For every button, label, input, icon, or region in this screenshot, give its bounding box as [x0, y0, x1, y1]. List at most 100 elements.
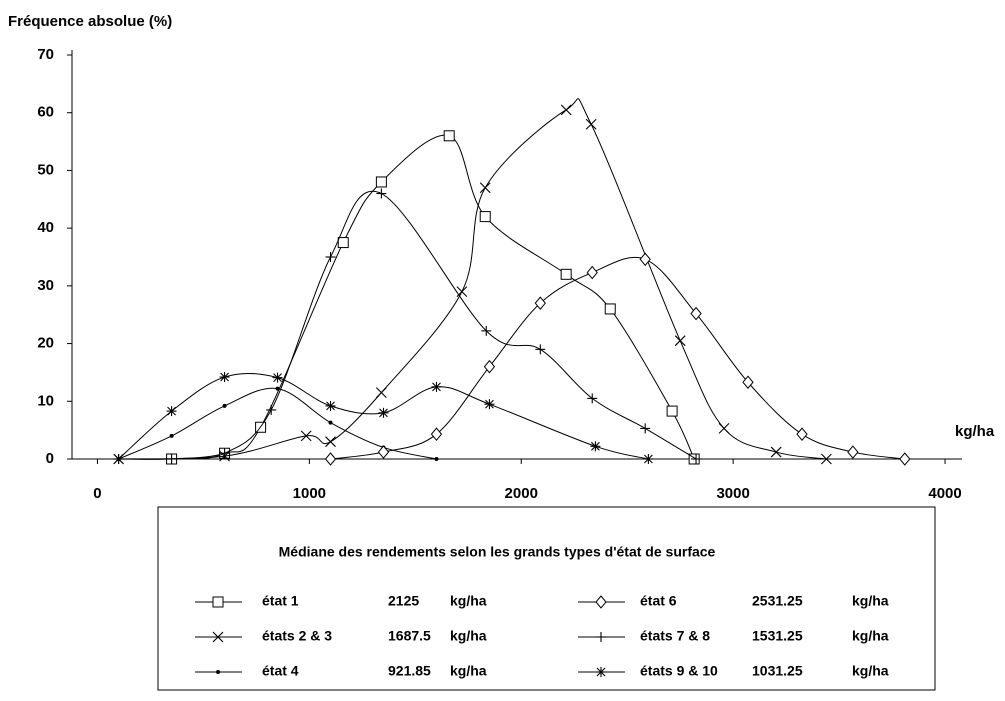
- series-line: [171, 134, 695, 460]
- marker-stroke: [375, 387, 387, 399]
- marker: [596, 632, 606, 642]
- series-line: [118, 387, 437, 460]
- x-tick-label: 0: [93, 485, 101, 502]
- marker: [590, 441, 601, 452]
- marker-shape: [483, 359, 496, 374]
- legend-name: état 6: [640, 593, 677, 609]
- marker-shape: [212, 596, 224, 608]
- legend-unit: kg/ha: [450, 628, 487, 644]
- x-tick-label: 1000: [293, 485, 326, 502]
- marker: [169, 433, 174, 438]
- marker-shape: [430, 427, 443, 441]
- marker: [596, 667, 606, 677]
- legend-median: 1687.5: [388, 628, 431, 644]
- marker-stroke: [273, 373, 282, 383]
- marker: [643, 454, 654, 464]
- marker: [212, 631, 224, 643]
- y-tick-label: 0: [46, 450, 54, 467]
- marker-shape: [479, 211, 491, 223]
- marker-stroke: [479, 182, 491, 194]
- marker: [560, 104, 572, 116]
- marker: [639, 252, 651, 267]
- marker-stroke: [114, 454, 124, 464]
- marker: [718, 423, 730, 434]
- y-axis-label: Fréquence absolue (%): [8, 13, 172, 30]
- marker-stroke: [220, 372, 229, 382]
- x-tick-label: 3000: [716, 485, 749, 502]
- legend-unit: kg/ha: [852, 593, 889, 609]
- marker: [325, 436, 336, 448]
- marker: [483, 359, 496, 374]
- marker: [604, 303, 616, 315]
- marker: [481, 325, 492, 336]
- x-axis-label: kg/ha: [955, 423, 995, 440]
- marker: [166, 454, 177, 464]
- legend-name: état 4: [262, 663, 299, 679]
- y-tick-label: 40: [37, 219, 54, 236]
- marker-shape: [560, 268, 572, 280]
- legend-name: état 1: [262, 593, 299, 609]
- marker-shape: [216, 670, 220, 674]
- marker-stroke: [212, 631, 224, 643]
- legend-median: 2531.25: [752, 593, 803, 609]
- x-tick-label: 4000: [928, 485, 961, 502]
- series-line: [118, 372, 649, 460]
- marker-shape: [328, 420, 333, 425]
- marker-shape: [222, 403, 227, 408]
- marker-stroke: [820, 453, 832, 465]
- marker-stroke: [325, 436, 336, 448]
- marker: [587, 393, 598, 404]
- marker-shape: [690, 306, 702, 321]
- marker-shape: [796, 427, 808, 441]
- y-tick-label: 50: [37, 161, 54, 178]
- legend-title: Médiane des rendements selon les grands …: [279, 544, 716, 560]
- marker: [328, 420, 333, 425]
- marker-stroke: [432, 382, 441, 392]
- marker: [375, 387, 387, 399]
- marker: [742, 375, 754, 390]
- marker: [690, 306, 702, 321]
- marker: [325, 252, 336, 262]
- marker-stroke: [718, 423, 730, 434]
- marker: [266, 404, 277, 415]
- legend-unit: kg/ha: [450, 663, 487, 679]
- marker: [430, 427, 443, 441]
- marker-stroke: [300, 430, 312, 442]
- marker: [431, 381, 442, 392]
- legend-item: états 2 & 3 1687.5 kg/ha: [195, 628, 487, 644]
- series-line: [118, 190, 697, 460]
- x-tick-label: 2000: [505, 485, 538, 502]
- marker-shape: [169, 433, 174, 438]
- marker: [377, 445, 390, 459]
- marker: [375, 176, 387, 188]
- marker: [212, 596, 224, 608]
- marker-stroke: [770, 446, 782, 458]
- marker: [272, 372, 283, 383]
- marker: [222, 403, 227, 408]
- marker: [770, 446, 782, 458]
- marker-stroke: [560, 104, 572, 116]
- marker: [434, 457, 439, 461]
- series-line: [330, 256, 905, 460]
- legend-median: 2125: [388, 593, 419, 609]
- marker-shape: [639, 252, 651, 267]
- marker: [378, 407, 389, 418]
- legend-median: 1531.25: [752, 628, 803, 644]
- legend-unit: kg/ha: [852, 628, 889, 644]
- marker-shape: [443, 130, 455, 142]
- legend-item: état 1 2125 kg/ha: [195, 593, 487, 609]
- marker: [219, 372, 230, 383]
- legend-item: états 9 & 10 1031.25 kg/ha: [578, 663, 889, 679]
- marker: [219, 448, 230, 459]
- marker-stroke: [485, 399, 494, 409]
- marker: [443, 130, 455, 142]
- y-tick-label: 20: [37, 335, 54, 352]
- legend-unit: kg/ha: [852, 663, 889, 679]
- legend-name: états 9 & 10: [640, 663, 718, 679]
- legend-name: états 2 & 3: [262, 628, 332, 644]
- marker: [666, 405, 678, 417]
- marker-shape: [534, 296, 546, 310]
- marker: [376, 188, 387, 199]
- legend-median: 921.85: [388, 663, 431, 679]
- marker: [691, 454, 702, 464]
